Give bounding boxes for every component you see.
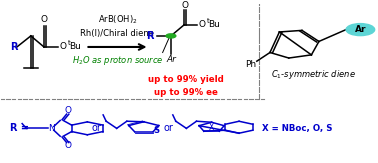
Text: t: t xyxy=(206,18,209,24)
Text: Ar: Ar xyxy=(355,25,366,34)
Text: R: R xyxy=(10,42,18,52)
Text: N: N xyxy=(48,124,55,133)
Text: t: t xyxy=(68,40,70,46)
Text: O: O xyxy=(199,20,206,29)
Text: O: O xyxy=(64,106,71,115)
Text: R: R xyxy=(146,31,153,41)
Text: ArB(OH)$_2$: ArB(OH)$_2$ xyxy=(98,13,137,26)
Text: Ph: Ph xyxy=(246,60,257,69)
Text: Ar: Ar xyxy=(166,55,176,64)
Text: R =: R = xyxy=(10,123,29,133)
Text: O: O xyxy=(40,15,48,24)
Text: Rh(I)/Chiral diene: Rh(I)/Chiral diene xyxy=(81,29,155,38)
Text: Bu: Bu xyxy=(208,20,220,29)
Text: X = NBoc, O, S: X = NBoc, O, S xyxy=(262,124,333,133)
Text: S: S xyxy=(153,126,159,135)
Text: H$_2$O as proton source: H$_2$O as proton source xyxy=(71,54,163,67)
Text: or: or xyxy=(92,123,102,133)
Text: up to 99% ee: up to 99% ee xyxy=(154,88,218,96)
Text: O: O xyxy=(59,43,66,52)
Text: O: O xyxy=(64,141,71,150)
Circle shape xyxy=(166,34,176,38)
Text: O: O xyxy=(181,1,188,10)
Text: Bu: Bu xyxy=(69,43,81,52)
Text: or: or xyxy=(163,123,173,133)
Text: up to 99% yield: up to 99% yield xyxy=(148,75,224,84)
Text: $C_1$-symmetric diene: $C_1$-symmetric diene xyxy=(271,68,356,81)
Circle shape xyxy=(346,24,375,36)
Text: X: X xyxy=(209,123,214,132)
